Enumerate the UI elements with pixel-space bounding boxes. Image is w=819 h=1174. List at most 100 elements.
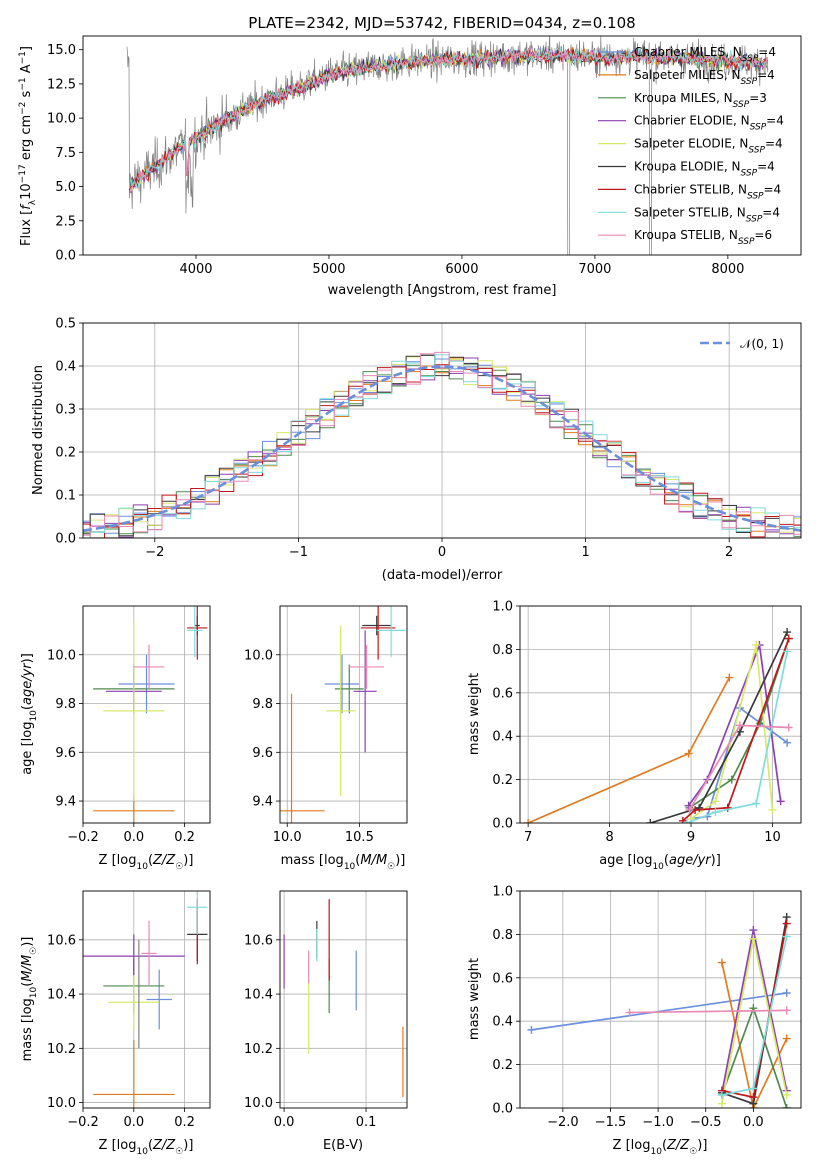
- plus-marker: [749, 926, 758, 935]
- plus-marker: [784, 723, 793, 732]
- legend-entry: Chabrier ELODIE, NSSP=4: [634, 114, 784, 133]
- legend-entry: 𝒩(0, 1): [740, 337, 784, 351]
- plus-marker: [752, 799, 761, 808]
- x-tick-label: 1: [581, 545, 589, 560]
- legend: 𝒩(0, 1): [700, 337, 784, 351]
- y-axis-label: Normed distribution: [31, 365, 46, 495]
- y-axis-label: Flux [fλ10−17 erg cm−2 s−1 A−1]: [18, 46, 38, 246]
- y-axis-label: mass weight: [467, 958, 482, 1040]
- plus-marker: [782, 919, 791, 928]
- axes-frame: [82, 890, 211, 1109]
- weight-series-9: [629, 1009, 787, 1014]
- legend-entry: Kroupa STELIB, NSSP=6: [634, 228, 772, 247]
- x-axis-label: Z [log10(Z/Z☉)]: [613, 1138, 708, 1157]
- axes-frame: [82, 322, 802, 539]
- data-point: [353, 630, 377, 753]
- x-tick-label: 9: [687, 830, 695, 845]
- x-axis-label: (data-model)/error: [382, 568, 503, 583]
- y-tick-label: 0.4: [492, 730, 513, 745]
- plus-marker: [725, 673, 734, 682]
- y-tick-label: 9.4: [252, 795, 273, 810]
- model-spectrum-8: [129, 46, 769, 188]
- axes-frame: [519, 890, 802, 1109]
- x-tick-label: 10.5: [345, 830, 374, 845]
- x-tick-label: −2.0: [547, 1115, 579, 1130]
- plus-marker: [782, 1090, 791, 1099]
- x-tick-label: 8: [605, 830, 613, 845]
- plus-marker: [782, 1006, 791, 1015]
- y-tick-label: 9.6: [55, 746, 76, 761]
- plot-area: [126, 36, 769, 255]
- x-tick-label: 10.0: [273, 830, 302, 845]
- legend: Chabrier MILES, NSSP=4 Salpeter MILES, NS…: [598, 45, 784, 247]
- data-point: [141, 920, 157, 986]
- legend-entry: Salpeter STELIB, NSSP=4: [634, 205, 780, 224]
- data-point: [187, 891, 208, 935]
- y-tick-label: 0.0: [55, 532, 76, 547]
- y-tick-label: 0.0: [492, 1102, 513, 1117]
- x-tick-label: 0.2: [174, 1115, 195, 1130]
- plot-area: [93, 606, 208, 823]
- plus-marker: [711, 808, 720, 817]
- y-tick-label: 9.4: [55, 795, 76, 810]
- y-tick-label: 0.2: [55, 446, 76, 461]
- plus-marker: [782, 1104, 791, 1108]
- x-tick-label: 7000: [578, 262, 611, 277]
- y-tick-label: 15.0: [47, 43, 76, 58]
- y-tick-label: 7.5: [55, 146, 76, 161]
- y-tick-label: 10.0: [244, 648, 273, 663]
- frame-and-ticks: 0.0 0.1 10.0 10.2 10.4 10.6: [244, 890, 408, 1130]
- y-tick-label: 10.6: [47, 933, 76, 948]
- age-vs-metallicity-panel: −0.2 0.0 0.2 9.4 9.6 9.8 10.0 Z [log10(Z/Z☉)] ag…: [20, 605, 211, 872]
- plus-marker: [646, 819, 655, 823]
- frame-and-ticks: −2.0 −1.5 −1.0 −0.5 0.0 0.0 0.2 0.4 0.6 0.8 1.0: [492, 885, 802, 1130]
- x-tick-label: 4000: [179, 262, 212, 277]
- x-tick-label: 0: [438, 545, 446, 560]
- weight-series-6: [650, 631, 788, 823]
- y-tick-label: 1.0: [492, 885, 513, 900]
- legend-entry: Salpeter MILES, NSSP=4: [634, 68, 775, 87]
- y-tick-label: 12.5: [47, 77, 76, 92]
- y-tick-label: 9.6: [252, 746, 273, 761]
- x-axis-label: mass [log10(M/M☉)]: [281, 853, 406, 872]
- x-tick-label: −1.5: [595, 1115, 627, 1130]
- plus-marker: [783, 647, 792, 656]
- age-vs-mass-panel: 10.0 10.5 9.4 9.6 9.8 10.0 mass [log10(M/M☉)]: [244, 605, 408, 872]
- x-tick-label: 0.0: [274, 1115, 295, 1130]
- plus-marker: [717, 1090, 726, 1099]
- grid: [280, 606, 407, 823]
- y-tick-label: 10.2: [47, 1042, 76, 1057]
- mass-weight-vs-age-panel: 7 8 9 10 0.0 0.2 0.4 0.6 0.8 1.0 age [log10(age/yr…: [467, 600, 802, 872]
- y-tick-label: 5.0: [55, 180, 76, 195]
- plus-marker: [749, 1084, 758, 1093]
- x-tick-label: −1.0: [642, 1115, 674, 1130]
- y-tick-label: 10.4: [244, 988, 273, 1003]
- y-tick-label: 0.6: [492, 686, 513, 701]
- gaussian-reference-curve: [83, 365, 801, 532]
- plus-marker: [784, 634, 793, 643]
- x-tick-label: 8000: [711, 262, 744, 277]
- plus-marker: [727, 775, 736, 784]
- plus-marker: [783, 628, 792, 637]
- data-point: [103, 620, 165, 802]
- data-point: [360, 606, 396, 660]
- spectrum-panel: 4000 5000 6000 7000 8000 0.0 2.5 5.0 7.5 10.0 12.5…: [18, 14, 802, 298]
- y-tick-label: 0.5: [55, 317, 76, 332]
- y-axis-label: age [log10(age/yr)]: [20, 653, 39, 775]
- plot-area: [280, 606, 406, 823]
- plus-marker: [717, 1099, 726, 1108]
- y-tick-label: 10.0: [47, 1096, 76, 1111]
- plus-marker: [625, 1008, 634, 1017]
- weight-series-4: [687, 644, 782, 807]
- y-tick-label: 10.0: [244, 1096, 273, 1111]
- y-tick-label: 0.4: [55, 360, 76, 375]
- plus-marker: [782, 1034, 791, 1043]
- grid: [280, 891, 407, 1108]
- weight-series-3: [688, 638, 790, 809]
- x-tick-label: 5000: [312, 262, 345, 277]
- frame-and-ticks: 4000 5000 6000 7000 8000 0.0 2.5 5.0 7.5 10.0 12.5…: [47, 35, 802, 277]
- weight-series-7: [682, 638, 790, 822]
- y-tick-label: 10.2: [244, 1042, 273, 1057]
